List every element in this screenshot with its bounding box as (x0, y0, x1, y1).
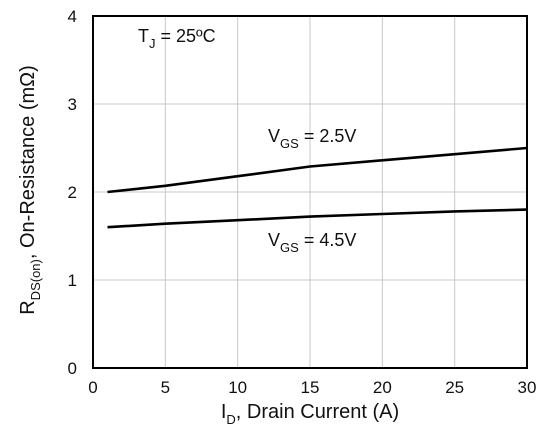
series-group (107, 146, 528, 229)
y-tick-label-1: 1 (68, 271, 77, 290)
y-tick-label-2: 2 (68, 183, 77, 202)
series-line-0 (107, 146, 528, 194)
y-tick-label-0: 0 (68, 359, 77, 378)
annotation-vgs-2-5v: VGS = 2.5V (268, 126, 356, 151)
x-tick-label-0: 0 (88, 378, 97, 397)
y-axis-title: RDS(on), On-Resistance (mΩ) (17, 65, 43, 315)
x-axis-title: ID, Drain Current (A) (221, 401, 399, 427)
y-tick-labels: 0 1 2 3 4 (68, 7, 77, 378)
y-tick-label-4: 4 (68, 7, 77, 26)
x-tick-label-3: 15 (301, 378, 320, 397)
plot-frame (92, 15, 528, 369)
y-tick-label-3: 3 (68, 95, 77, 114)
x-tick-label-2: 10 (228, 378, 247, 397)
x-tick-labels: 0 5 10 15 20 25 30 (88, 378, 536, 397)
x-tick-label-4: 20 (373, 378, 392, 397)
annotation-tj: TJ = 25ºC (138, 26, 216, 51)
grid-lines (92, 15, 528, 369)
annotation-vgs-4-5v: VGS = 4.5V (268, 230, 356, 255)
x-tick-label-5: 25 (445, 378, 464, 397)
series-line-1 (107, 208, 528, 229)
x-tick-label-6: 30 (518, 378, 537, 397)
x-tick-label-1: 5 (161, 378, 170, 397)
